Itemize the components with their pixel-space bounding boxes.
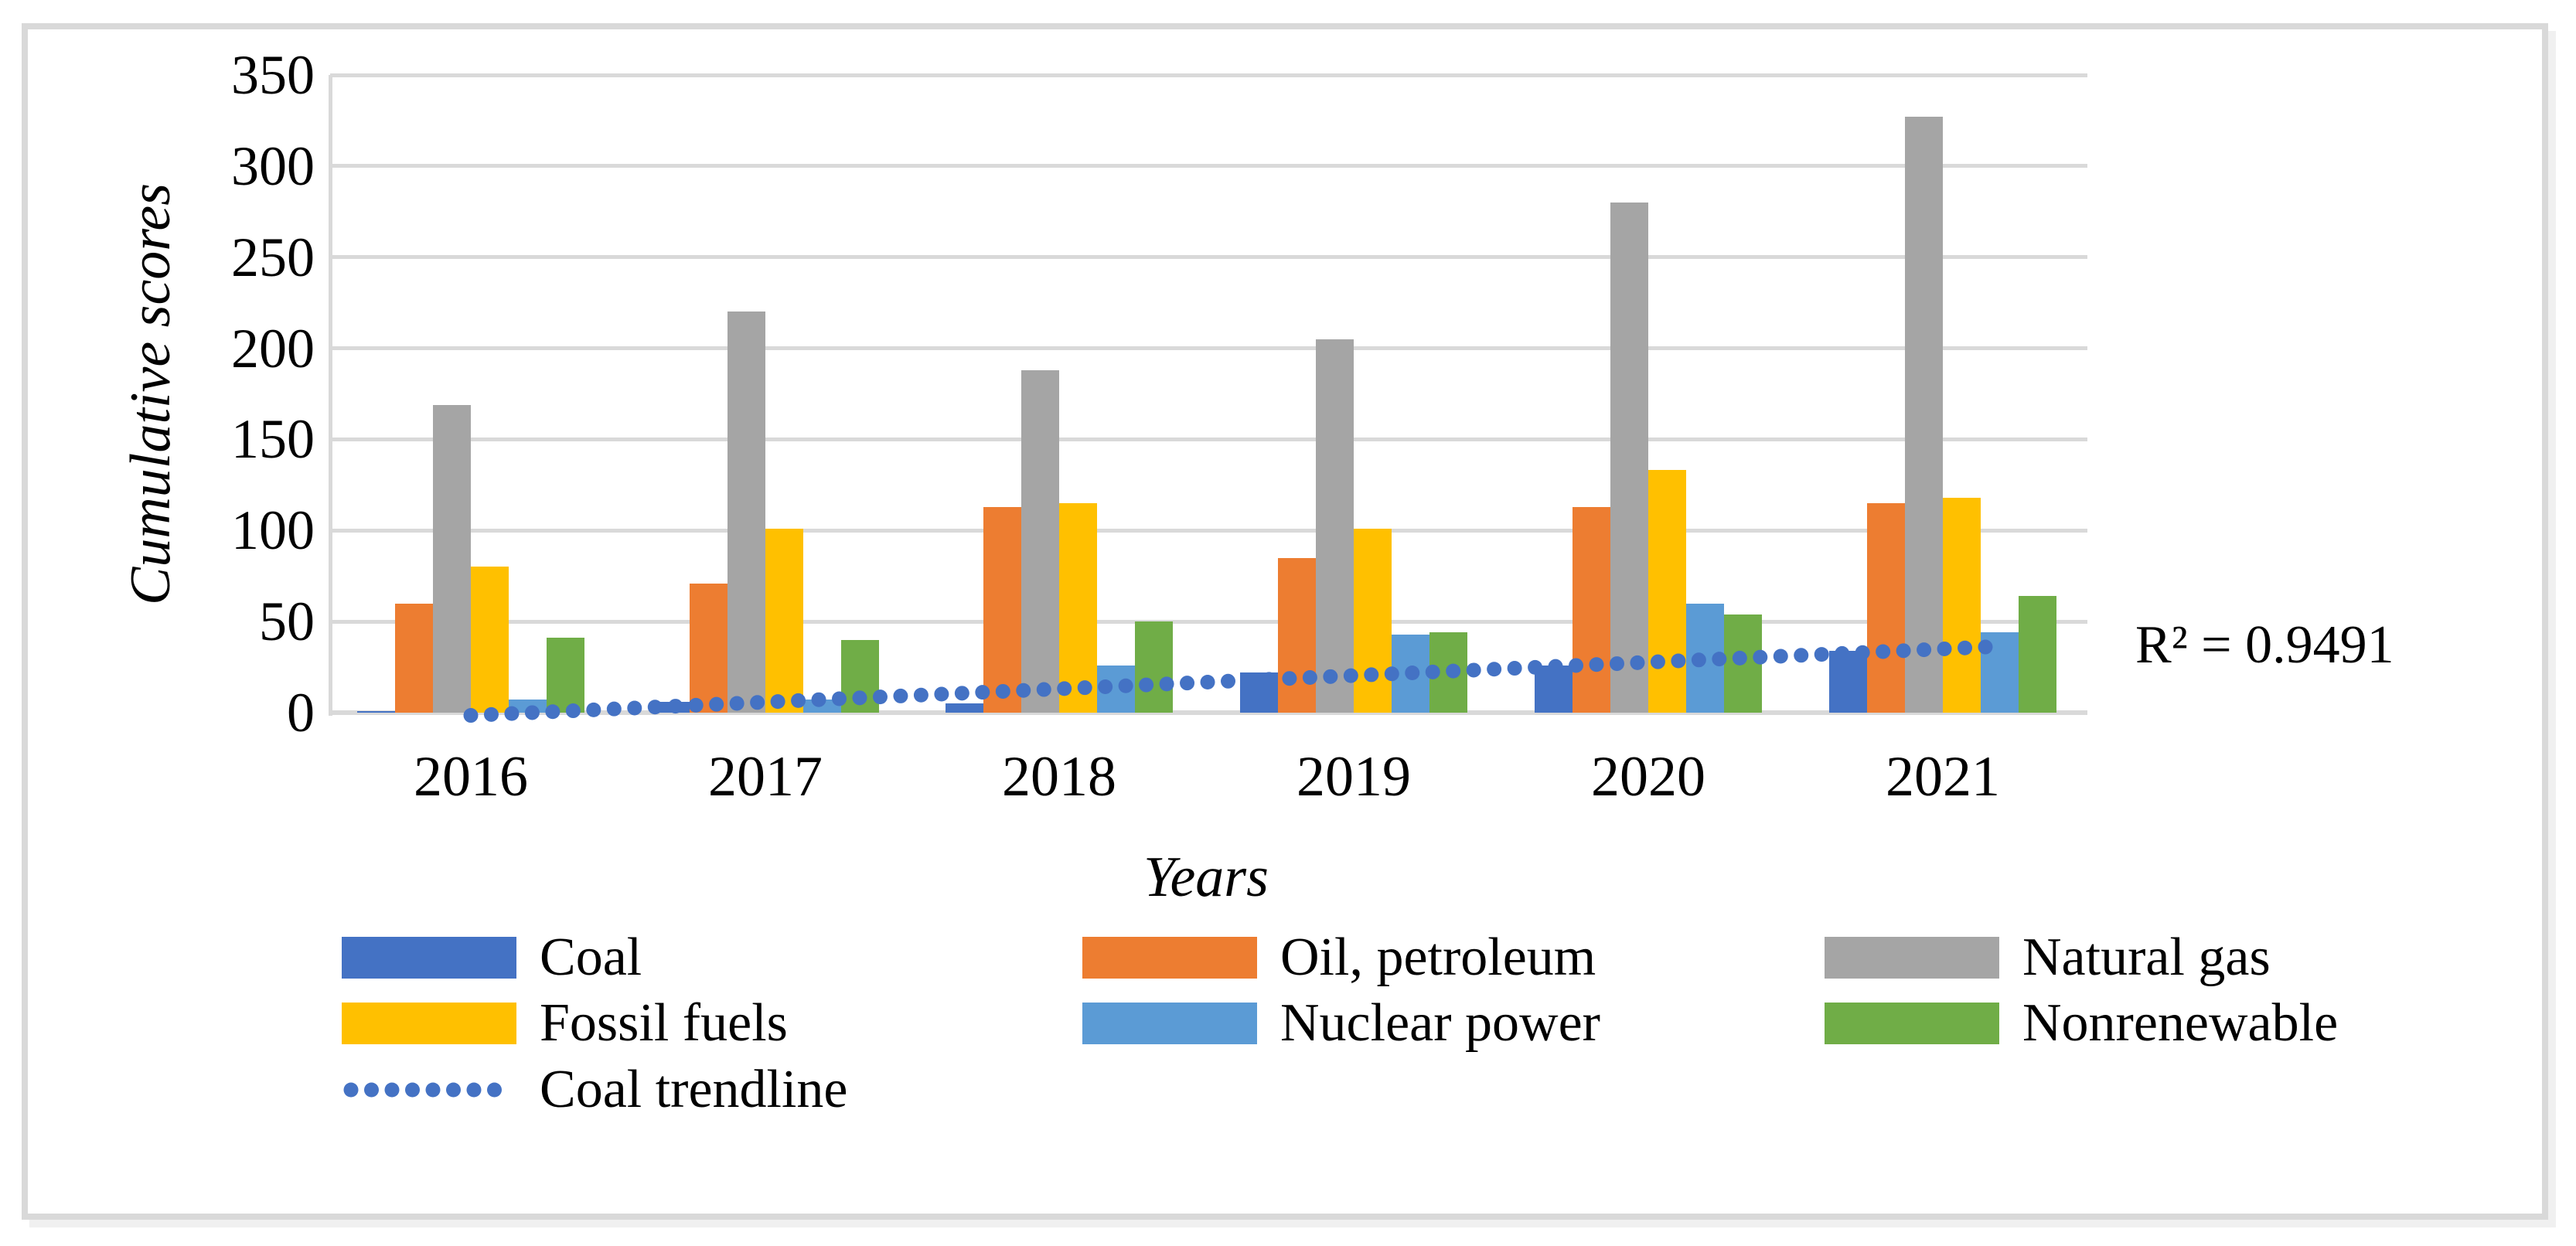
x-tick-2021: 2021 <box>1886 745 2000 809</box>
legend-item-coal: Coal <box>342 927 642 989</box>
legend-swatch-natural-gas <box>1825 937 1999 979</box>
legend-swatch-nuclear-power <box>1082 1003 1257 1044</box>
bar-oil-petroleum-2017 <box>690 584 727 713</box>
bar-natural-gas-2017 <box>727 312 765 713</box>
legend-item-coal-trendline: Coal trendline <box>342 1059 848 1121</box>
bar-fossil-fuels-2017 <box>765 529 803 713</box>
gridline-50 <box>330 620 2087 624</box>
bar-nuclear-power-2016 <box>509 700 547 713</box>
bar-nonrenewable-2020 <box>1724 614 1762 713</box>
bar-fossil-fuels-2018 <box>1059 503 1097 713</box>
bar-coal-2016 <box>357 711 395 713</box>
bar-natural-gas-2016 <box>433 405 471 713</box>
bar-coal-2018 <box>946 703 983 713</box>
bar-oil-petroleum-2018 <box>983 507 1021 713</box>
x-tick-2017: 2017 <box>708 745 823 809</box>
bar-natural-gas-2018 <box>1021 370 1059 713</box>
bar-natural-gas-2019 <box>1316 339 1354 713</box>
bar-nonrenewable-2021 <box>2019 596 2056 713</box>
gridline-300 <box>330 164 2087 168</box>
x-axis-title: Years <box>1143 846 1269 909</box>
bar-nuclear-power-2020 <box>1686 604 1724 713</box>
bar-coal-2019 <box>1240 672 1278 713</box>
legend-label-fossil-fuels: Fossil fuels <box>540 993 788 1053</box>
bar-nuclear-power-2021 <box>1981 632 2019 713</box>
bar-fossil-fuels-2016 <box>471 567 509 713</box>
legend-label-oil-petroleum: Oil, petroleum <box>1280 928 1596 987</box>
legend-label-coal-trendline: Coal trendline <box>540 1060 848 1119</box>
bar-coal-2020 <box>1535 666 1573 713</box>
gridline-100 <box>330 529 2087 533</box>
y-tick-200: 200 <box>231 318 315 380</box>
bar-oil-petroleum-2019 <box>1278 558 1316 713</box>
legend-swatch-nonrenewable <box>1825 1003 1999 1044</box>
bar-nuclear-power-2017 <box>803 700 841 713</box>
bar-nonrenewable-2016 <box>547 638 584 713</box>
y-tick-100: 100 <box>231 499 315 561</box>
x-tick-2018: 2018 <box>1002 745 1116 809</box>
gridline-0 <box>330 710 2087 715</box>
x-tick-2019: 2019 <box>1297 745 1411 809</box>
bar-natural-gas-2021 <box>1905 117 1943 713</box>
bar-fossil-fuels-2021 <box>1943 498 1981 713</box>
y-tick-50: 50 <box>259 591 315 652</box>
bar-oil-petroleum-2021 <box>1867 503 1905 713</box>
legend-swatch-coal-trendline <box>343 1082 515 1098</box>
gridline-250 <box>330 255 2087 259</box>
legend-swatch-fossil-fuels <box>342 1003 516 1044</box>
y-axis-line <box>329 75 332 716</box>
gridline-350 <box>330 73 2087 77</box>
bar-nonrenewable-2018 <box>1135 621 1173 713</box>
y-tick-250: 250 <box>231 226 315 288</box>
bar-nuclear-power-2019 <box>1392 635 1429 713</box>
legend-item-fossil-fuels: Fossil fuels <box>342 992 788 1054</box>
y-tick-300: 300 <box>231 135 315 197</box>
legend-swatch-coal <box>342 937 516 979</box>
legend-item-nonrenewable: Nonrenewable <box>1825 992 2338 1054</box>
r-squared-label: R² = 0.9491 <box>2135 615 2394 675</box>
legend-label-nuclear-power: Nuclear power <box>1280 993 1600 1053</box>
bar-coal-2021 <box>1829 651 1867 713</box>
gridline-150 <box>330 437 2087 441</box>
legend-label-nonrenewable: Nonrenewable <box>2022 993 2339 1053</box>
y-axis-title: Cumulative scores <box>119 182 182 606</box>
bar-nuclear-power-2018 <box>1097 666 1135 713</box>
y-tick-150: 150 <box>231 408 315 470</box>
legend-label-coal: Coal <box>540 928 642 987</box>
y-tick-350: 350 <box>231 44 315 106</box>
legend-label-natural-gas: Natural gas <box>2022 928 2271 987</box>
bar-coal-2017 <box>652 702 690 713</box>
bar-fossil-fuels-2020 <box>1648 470 1686 713</box>
bar-oil-petroleum-2020 <box>1573 507 1610 713</box>
gridline-200 <box>330 346 2087 350</box>
legend-item-natural-gas: Natural gas <box>1825 927 2271 989</box>
x-tick-2016: 2016 <box>414 745 528 809</box>
bar-fossil-fuels-2019 <box>1354 529 1392 713</box>
bar-nonrenewable-2017 <box>841 640 879 713</box>
legend-item-nuclear-power: Nuclear power <box>1082 992 1600 1054</box>
bar-natural-gas-2020 <box>1610 203 1648 713</box>
legend-item-oil-petroleum: Oil, petroleum <box>1082 927 1596 989</box>
x-tick-2020: 2020 <box>1591 745 1705 809</box>
bar-oil-petroleum-2016 <box>395 604 433 713</box>
y-tick-0: 0 <box>287 682 315 744</box>
legend-swatch-oil-petroleum <box>1082 937 1257 979</box>
bar-nonrenewable-2019 <box>1429 632 1467 713</box>
